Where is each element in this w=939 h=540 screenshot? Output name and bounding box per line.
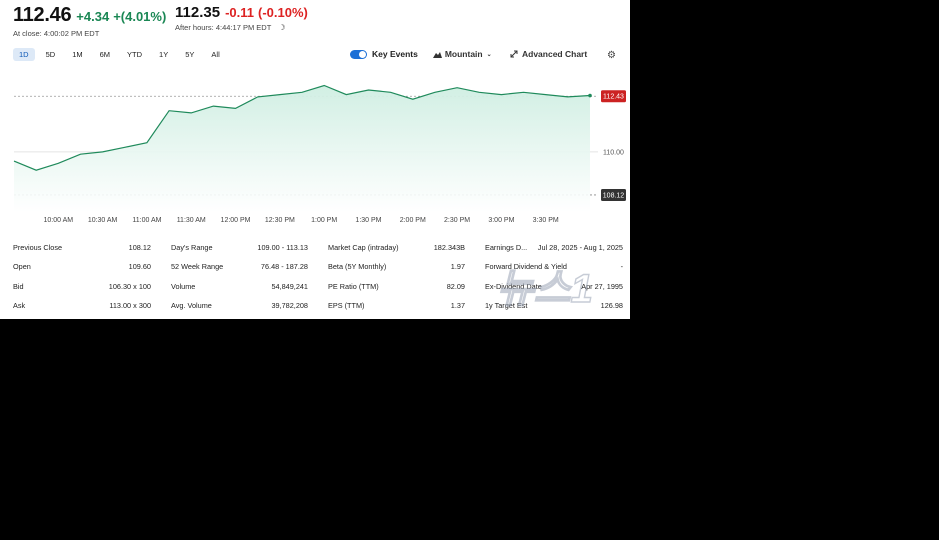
current-price-label-bg <box>601 90 626 103</box>
stat-value: Jul 28, 2025 - Aug 1, 2025 <box>537 243 623 252</box>
stat-value: 1.37 <box>450 300 465 310</box>
x-tick-label: 2:30 PM <box>444 217 470 224</box>
range-button-1y[interactable]: 1Y <box>159 50 169 59</box>
stat-label: Earnings D... <box>485 243 528 252</box>
range-button-5y[interactable]: 5Y <box>185 50 195 59</box>
x-tick-label: 3:00 PM <box>488 217 514 224</box>
gear-icon[interactable]: ⚙ <box>607 50 616 61</box>
price-change-percent: +(4.01%) <box>113 9 167 24</box>
stat-value: 109.00 - 113.13 <box>257 243 308 252</box>
stat-label: Day's Range <box>171 243 213 252</box>
stat-label: Previous Close <box>13 243 63 252</box>
stat-label: 52 Week Range <box>171 262 224 272</box>
stat-value: - <box>620 262 623 272</box>
stat-label: Forward Dividend & Yield <box>485 262 567 272</box>
stat-value: 113.00 x 300 <box>109 300 151 310</box>
after-hours-price: 112.35 <box>175 4 221 21</box>
after-hours-change-percent: (-0.10%) <box>257 5 308 20</box>
price-point <box>588 93 592 98</box>
price-area <box>14 85 590 212</box>
stat-value: 106.30 x 100 <box>108 281 151 291</box>
stats-row: Ask 113.00 x 300 Avg. Volume 39,782,208 EPS … <box>13 298 623 317</box>
range-button-1d[interactable]: 1D <box>13 48 35 61</box>
y-tick-label: 110.00 <box>603 149 624 156</box>
price-change: +4.34 <box>76 9 110 24</box>
x-tick-label: 3:30 PM <box>533 217 559 224</box>
range-button-ytd[interactable]: YTD <box>127 50 143 59</box>
stat-label: Ask <box>13 300 26 310</box>
key-events-label: Key Events <box>372 49 418 59</box>
stat-value: Apr 27, 1995 <box>581 281 623 291</box>
stat-value: 39,782,208 <box>271 300 308 310</box>
previous-close-label: 108.12 <box>603 192 625 199</box>
stat-value: 109.60 <box>128 262 151 272</box>
x-tick-label: 1:30 PM <box>355 217 381 224</box>
x-tick-label: 2:00 PM <box>400 217 426 224</box>
x-tick-label: 10:30 AM <box>88 217 118 224</box>
x-tick-label: 11:30 AM <box>177 217 206 224</box>
chart-type-dropdown[interactable]: Mountain ⌄ <box>432 49 492 59</box>
advanced-chart-button[interactable]: Advanced Chart <box>510 49 587 59</box>
expand-icon <box>510 50 518 58</box>
stat-label: 1y Target Est <box>485 300 528 310</box>
svg-text:뉴스1: 뉴스1 <box>497 267 593 311</box>
x-tick-label: 11:00 AM <box>132 217 161 224</box>
moon-icon: ☽ <box>278 23 286 32</box>
range-button-6m[interactable]: 6M <box>99 50 111 59</box>
watermark-logo: 뉴스1 <box>496 266 593 311</box>
stat-label: EPS (TTM) <box>328 300 365 310</box>
after-hours-timestamp: After hours: 4:44:17 PM EDT <box>175 23 272 32</box>
after-hours-change: -0.11 <box>225 5 254 20</box>
chevron-down-icon: ⌄ <box>486 51 492 58</box>
x-tick-label: 10:00 AM <box>44 217 74 224</box>
quote-header: 112.46 +4.34 +(4.01%) At close: 4:00:02 … <box>13 4 166 38</box>
stat-value: 82.09 <box>446 281 465 291</box>
stat-value: 108.12 <box>128 243 151 252</box>
stat-label: Beta (5Y Monthly) <box>328 262 387 272</box>
stat-label: PE Ratio (TTM) <box>328 281 379 291</box>
stats-row: Open 109.60 52 Week Range 76.48 - 187.28 Bet… <box>13 259 623 278</box>
current-price-label: 112.43 <box>603 94 624 101</box>
stats-table: Previous Close 108.12 Day's Range 109.00 - … <box>13 240 623 317</box>
advanced-chart-label: Advanced Chart <box>522 49 588 59</box>
last-price: 112.46 <box>13 4 72 26</box>
stat-value: 76.48 - 187.28 <box>260 262 308 272</box>
after-hours-quote: 112.35 -0.11 (-0.10%) After hours: 4:44:… <box>175 4 308 32</box>
stats-row: Previous Close 108.12 Day's Range 109.00 - … <box>13 240 623 259</box>
stat-value: 182.343B <box>433 243 465 252</box>
stat-label: Market Cap (intraday) <box>328 243 399 252</box>
range-button-all[interactable]: All <box>211 50 220 59</box>
chart-type-label: Mountain <box>444 49 483 59</box>
stat-value: 126.98 <box>600 300 623 310</box>
stat-value: 54,849,241 <box>271 281 308 291</box>
x-tick-label: 1:00 PM <box>311 217 337 224</box>
range-button-5d[interactable]: 5D <box>45 50 56 59</box>
price-line <box>13 84 591 171</box>
range-button-1m[interactable]: 1M <box>72 50 83 59</box>
range-selector: 1D 5D 1M 6M YTD 1Y 5Y All <box>13 48 231 61</box>
stats-row: Bid 106.30 x 100 Volume 54,849,241 PE Ratio … <box>13 279 623 298</box>
close-timestamp: At close: 4:00:02 PM EDT <box>13 29 100 38</box>
stat-label: Avg. Volume <box>171 300 212 310</box>
stat-value: 1.97 <box>450 262 465 272</box>
stat-label: Open <box>13 262 31 272</box>
key-events-toggle[interactable] <box>350 49 367 59</box>
previous-close-label-bg <box>601 188 626 201</box>
x-tick-label: 12:30 PM <box>265 217 295 224</box>
chart-toolbar: Key Events Mountain ⌄ <box>350 49 492 59</box>
stat-label: Bid <box>13 281 24 291</box>
price-chart[interactable]: 112.43 108.12 110.00 10:00 AM 10:30 AM 11:00 … <box>0 70 630 230</box>
stat-label: Ex-Dividend Date <box>485 281 542 291</box>
x-tick-label: 12:00 PM <box>221 217 251 224</box>
stat-label: Volume <box>171 281 196 291</box>
mountain-icon <box>432 51 442 58</box>
quote-panel: 112.46 +4.34 +(4.01%) At close: 4:00:02 … <box>0 0 630 319</box>
